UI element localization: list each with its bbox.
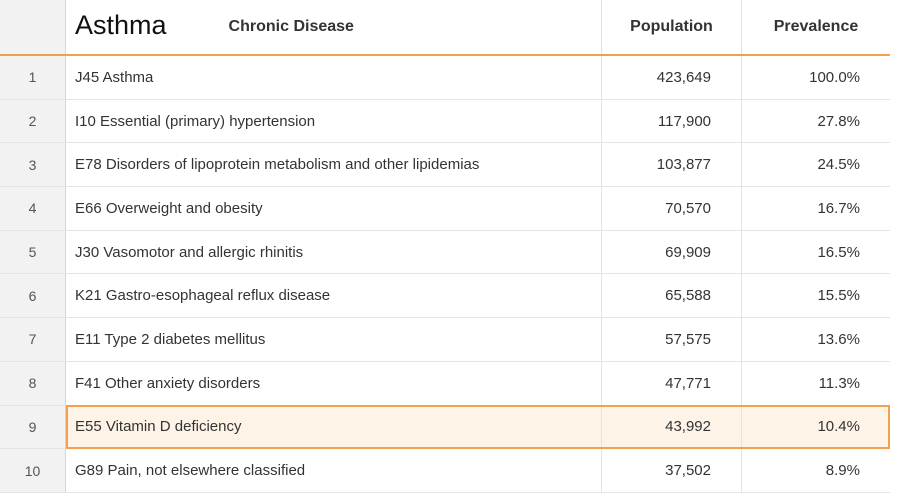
disease-name-cell: E55 Vitamin D deficiency	[66, 405, 602, 449]
prevalence-cell: 24.5%	[817, 156, 860, 174]
table-row[interactable]: 1 J45 Asthma 423,649 100.0%	[0, 56, 890, 100]
row-number: 7	[0, 318, 66, 361]
table-row[interactable]: 6 K21 Gastro-esophageal reflux disease 6…	[0, 274, 890, 319]
population-cell: 57,575	[602, 318, 742, 361]
population-cell: 103,877	[602, 143, 742, 187]
prevalence-cell: 100.0%	[809, 68, 860, 86]
disease-name-cell: E11 Type 2 diabetes mellitus	[66, 318, 602, 361]
row-number: 9	[0, 405, 66, 449]
prevalence-cell: 15.5%	[817, 287, 860, 305]
prevalence-cell: 16.5%	[817, 243, 860, 261]
population-cell: 69,909	[602, 230, 742, 274]
population-cell: 43,992	[602, 405, 742, 449]
disease-name-cell: G89 Pain, not elsewhere classified	[66, 449, 602, 492]
population-cell: 423,649	[602, 56, 742, 99]
row-number-header	[0, 0, 66, 54]
disease-name-cell: K21 Gastro-esophageal reflux disease	[66, 274, 602, 318]
table-row[interactable]: 8 F41 Other anxiety disorders 47,771 11.…	[0, 361, 890, 406]
table-row[interactable]: 5 J30 Vasomotor and allergic rhinitis 69…	[0, 230, 890, 275]
table-row[interactable]: 4 E66 Overweight and obesity 70,570 16.7…	[0, 187, 890, 231]
table-body: 1 J45 Asthma 423,649 100.0% 2 I10 Essent…	[0, 56, 890, 493]
prevalence-cell: 8.9%	[825, 462, 860, 480]
table-row-selected[interactable]: 9 E55 Vitamin D deficiency 43,992 10.4%	[0, 404, 890, 450]
table-title: Asthma	[75, 9, 167, 40]
disease-name-cell: E66 Overweight and obesity	[66, 187, 602, 230]
population-cell: 117,900	[602, 99, 742, 143]
table-row[interactable]: 3 E78 Disorders of lipoprotein metabolis…	[0, 143, 890, 188]
row-number: 6	[0, 274, 66, 318]
row-number: 4	[0, 187, 66, 230]
row-number: 10	[0, 449, 66, 492]
row-number: 1	[0, 56, 66, 99]
population-column-header[interactable]: Population	[602, 0, 742, 54]
population-cell: 37,502	[602, 449, 742, 492]
population-cell: 47,771	[602, 361, 742, 405]
chronic-disease-header[interactable]: Asthma Chronic Disease	[66, 0, 602, 54]
prevalence-cell: 11.3%	[818, 374, 860, 392]
prevalence-cell: 10.4%	[742, 405, 890, 449]
row-number: 3	[0, 143, 66, 187]
disease-name-cell: J30 Vasomotor and allergic rhinitis	[66, 230, 602, 274]
prevalence-cell: 13.6%	[817, 330, 860, 348]
table-row[interactable]: 7 E11 Type 2 diabetes mellitus 57,575 13…	[0, 318, 890, 362]
disease-name-cell: F41 Other anxiety disorders	[66, 361, 602, 405]
population-cell: 70,570	[602, 187, 742, 230]
row-number: 5	[0, 230, 66, 274]
row-number: 2	[0, 99, 66, 143]
disease-name-cell: I10 Essential (primary) hypertension	[66, 99, 602, 143]
chronic-disease-column-label: Chronic Disease	[228, 18, 354, 35]
row-number: 8	[0, 361, 66, 405]
table-row[interactable]: 2 I10 Essential (primary) hypertension 1…	[0, 99, 890, 144]
table-header: Asthma Chronic Disease Population Preval…	[0, 0, 890, 56]
prevalence-column-header[interactable]: Prevalence	[773, 18, 859, 35]
table-row[interactable]: 10 G89 Pain, not elsewhere classified 37…	[0, 449, 890, 493]
disease-name-cell: J45 Asthma	[66, 56, 602, 99]
population-cell: 65,588	[602, 274, 742, 318]
prevalence-cell: 16.7%	[817, 199, 860, 217]
disease-name-cell: E78 Disorders of lipoprotein metabolism …	[66, 143, 602, 187]
prevalence-cell: 27.8%	[817, 112, 860, 130]
